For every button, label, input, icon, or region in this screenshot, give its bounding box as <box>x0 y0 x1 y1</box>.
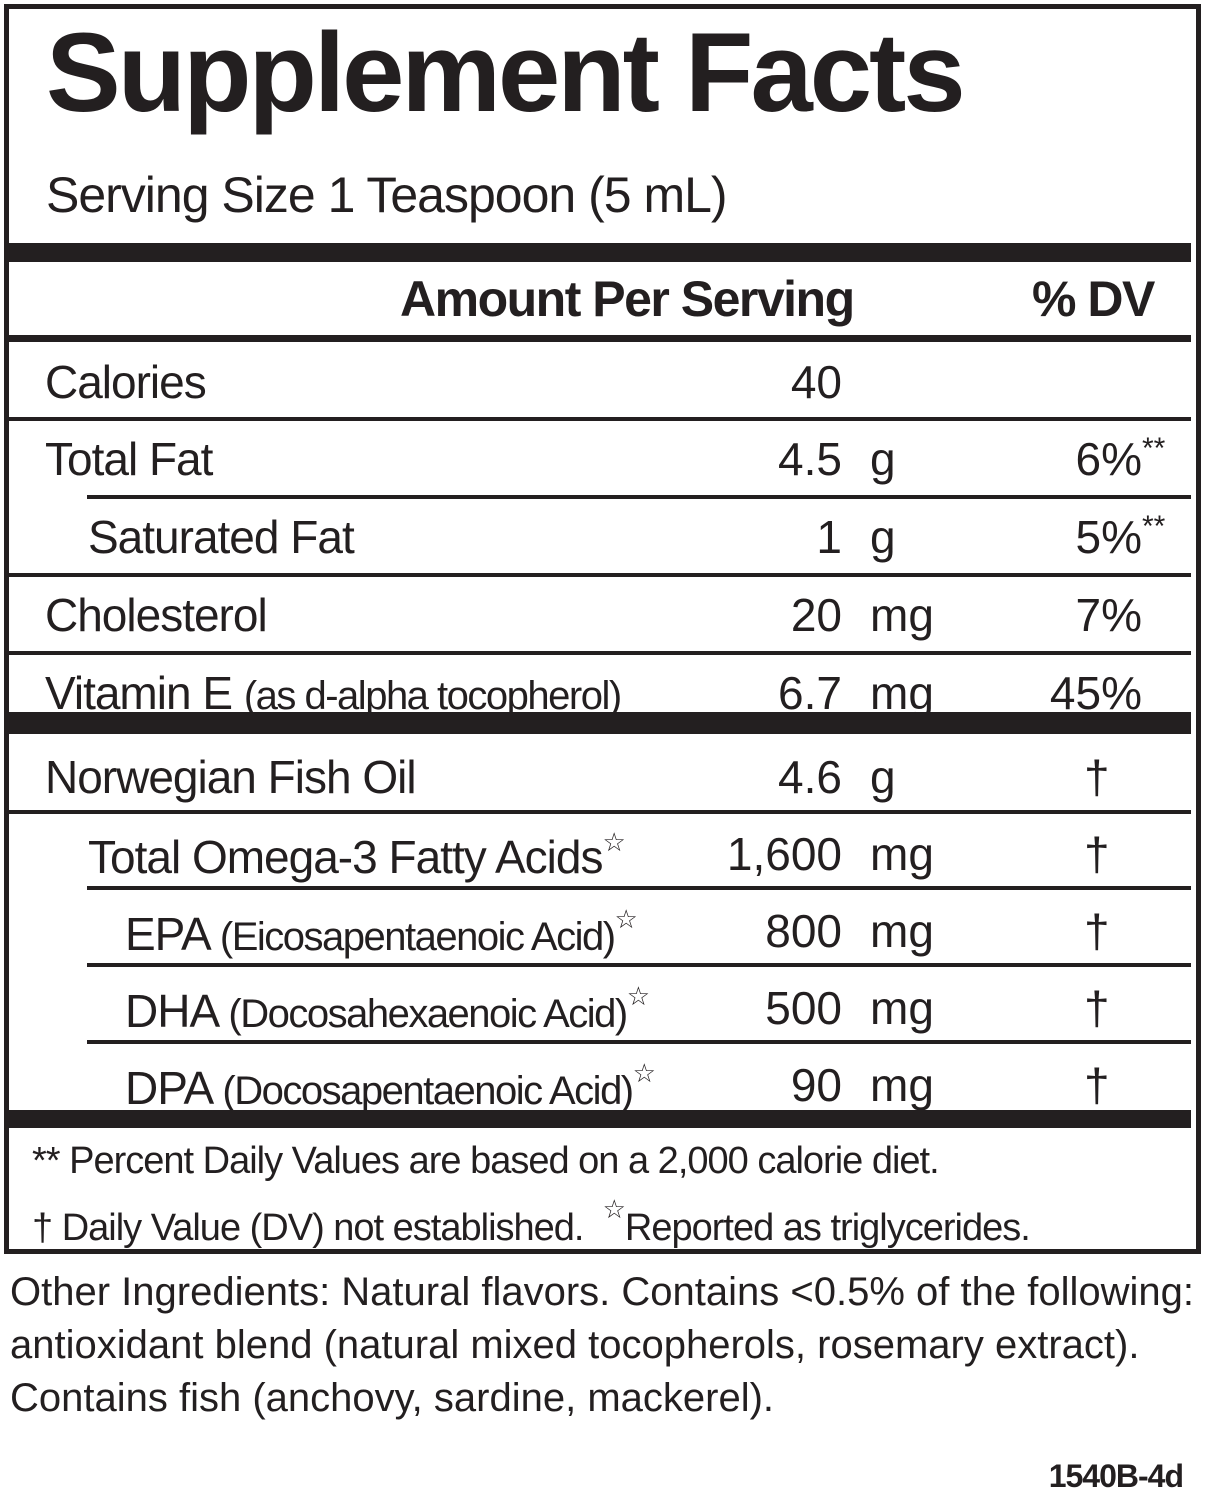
dv-footnote-mark: ** <box>1142 510 1166 543</box>
dagger-icon: † <box>1084 751 1110 803</box>
ingredient-name: DHA <box>125 985 218 1037</box>
nutrient-name: Total Fat <box>45 433 213 485</box>
ingredient-amount: 800 <box>765 905 842 957</box>
ingredient-unit: mg <box>870 905 934 957</box>
dagger-icon: † <box>1084 828 1110 880</box>
nutrient-name: Cholesterol <box>45 589 268 641</box>
nutrient-name: Calories <box>45 356 207 408</box>
ingredient-amount: 90 <box>790 1059 842 1111</box>
dv-value: 6% <box>1075 433 1142 485</box>
nutrient-source: (as d-alpha tocopherol) <box>243 674 622 718</box>
dv-value: 5% <box>1075 511 1142 563</box>
dv-value: 45% <box>1049 667 1142 719</box>
dagger-icon: † <box>1084 982 1110 1034</box>
ingredient-unit: mg <box>870 828 934 880</box>
ingredient-label: DHA (Docosahexaenoic Acid)☆ <box>125 981 650 1038</box>
nutrient-name: Vitamin E <box>45 667 233 719</box>
footnote-dagger-star: † Daily Value (DV) not established. ☆Rep… <box>32 1194 1031 1250</box>
supplement-facts-panel <box>4 4 1201 1254</box>
nutrient-amount: 6.7 <box>778 667 842 719</box>
divider <box>9 651 1191 655</box>
nutrient-name: Saturated Fat <box>88 511 355 563</box>
ingredient-amount: 1,600 <box>726 828 842 880</box>
dv-footnote-mark: ** <box>1142 432 1166 465</box>
ingredient-unit: g <box>870 751 896 803</box>
nutrient-unit: mg <box>870 667 934 719</box>
nutrient-label: Cholesterol <box>45 588 268 642</box>
nutrient-amount: 40 <box>790 356 842 408</box>
ingredient-name: DPA <box>125 1062 212 1114</box>
nutrient-dv: 45% <box>942 666 1142 720</box>
star-icon: ☆ <box>614 904 638 934</box>
divider-thick <box>9 1110 1191 1128</box>
product-code: 1540B-4d <box>1048 1458 1184 1494</box>
divider <box>87 1040 1191 1044</box>
star-icon: ☆ <box>602 1194 626 1224</box>
nutrient-label: Calories <box>45 355 207 409</box>
ingredient-label: DPA (Docosapentaenoic Acid)☆ <box>125 1058 656 1115</box>
serving-size: Serving Size 1 Teaspoon (5 mL) <box>46 167 728 223</box>
nutrient-amount: 1 <box>816 511 842 563</box>
divider <box>9 417 1191 421</box>
nutrient-label: Vitamin E (as d-alpha tocopherol) <box>45 666 622 720</box>
divider <box>9 335 1191 342</box>
panel-title: Supplement Facts <box>46 10 966 135</box>
divider-thick <box>9 243 1191 262</box>
footnote-dv: ** Percent Daily Values are based on a 2… <box>32 1140 940 1182</box>
divider <box>87 886 1191 890</box>
nutrient-dv: 5% ** <box>942 510 1166 564</box>
divider <box>9 810 1191 814</box>
ingredient-name: EPA <box>125 908 209 960</box>
nutrient-unit: g <box>870 511 896 563</box>
nutrient-dv: 6% ** <box>942 432 1166 486</box>
dagger-icon: † <box>1084 905 1110 957</box>
nutrient-label: Total Fat <box>45 432 213 486</box>
divider <box>87 495 1191 499</box>
dv-value: 7% <box>1075 589 1142 641</box>
ingredient-label: Total Omega-3 Fatty Acids☆ <box>88 827 626 884</box>
star-icon: ☆ <box>632 1058 656 1088</box>
nutrient-unit: g <box>870 433 896 485</box>
ingredient-fullname: (Eicosapentaenoic Acid) <box>219 915 616 959</box>
divider <box>87 963 1191 967</box>
ingredient-fullname: (Docosapentaenoic Acid) <box>222 1069 634 1113</box>
footnote-dagger: † Daily Value (DV) not established. <box>32 1207 584 1249</box>
nutrient-unit: mg <box>870 589 934 641</box>
ingredient-name: Norwegian Fish Oil <box>45 751 417 803</box>
footnote-star: Reported as triglycerides. <box>624 1207 1031 1249</box>
star-icon: ☆ <box>602 827 625 857</box>
ingredient-label: Norwegian Fish Oil <box>45 750 417 804</box>
ingredient-label: EPA (Eicosapentaenoic Acid)☆ <box>125 904 638 961</box>
ingredient-amount: 4.6 <box>778 751 842 803</box>
other-ingredients: Other Ingredients: Natural flavors. Cont… <box>10 1270 1194 1420</box>
nutrient-amount: 20 <box>790 589 842 641</box>
divider-thick <box>9 712 1191 734</box>
divider <box>9 573 1191 577</box>
ingredient-fullname: (Docosahexaenoic Acid) <box>228 992 628 1036</box>
ingredient-unit: mg <box>870 982 934 1034</box>
star-icon: ☆ <box>626 981 650 1011</box>
dv-header: % DV <box>1032 271 1155 327</box>
nutrient-amount: 4.5 <box>778 433 842 485</box>
ingredient-amount: 500 <box>765 982 842 1034</box>
dagger-icon: † <box>1084 1059 1110 1111</box>
amount-header: Amount Per Serving <box>400 271 855 327</box>
nutrient-dv: 7% <box>942 588 1142 642</box>
ingredient-name: Total Omega-3 Fatty Acids <box>88 831 603 883</box>
ingredient-unit: mg <box>870 1059 934 1111</box>
nutrient-label: Saturated Fat <box>88 510 355 564</box>
